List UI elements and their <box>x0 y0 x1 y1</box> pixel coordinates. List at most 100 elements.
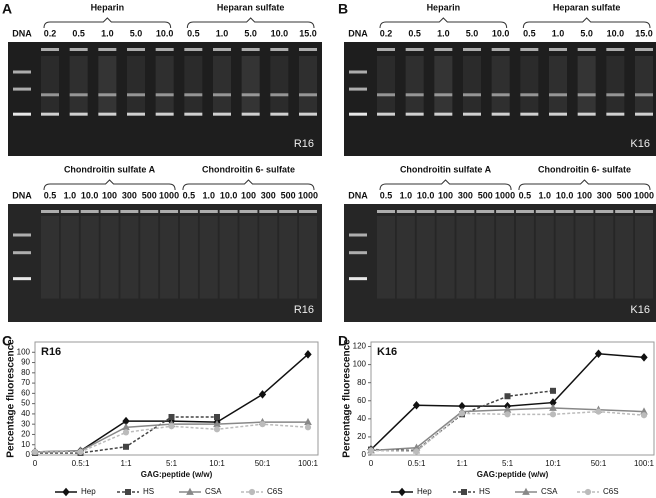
lane-label: 10.0 <box>607 28 625 38</box>
group-label: Heparan sulfate <box>217 2 285 12</box>
gel-tag: K16 <box>630 304 650 316</box>
gel-well <box>615 210 634 213</box>
brace <box>518 179 651 191</box>
gel-smear <box>41 56 59 113</box>
ladder-label: DNA <box>348 190 368 200</box>
y-tick-label: 80 <box>357 378 366 387</box>
lane-label: 1.0 <box>437 28 450 38</box>
gel-well <box>606 48 625 51</box>
gel-well <box>377 48 395 51</box>
gel-smear <box>377 216 395 299</box>
gel-band <box>13 70 31 74</box>
lane-label: 0.5 <box>519 190 532 200</box>
data-point <box>123 443 129 450</box>
data-point <box>31 448 39 456</box>
gel-well <box>270 48 289 51</box>
gel-band <box>635 93 653 97</box>
panel-label: C <box>2 333 12 349</box>
lane-label: 0.5 <box>380 190 393 200</box>
lane-label: 0.5 <box>72 28 85 38</box>
gel-well <box>491 48 510 51</box>
gel-well <box>98 48 117 51</box>
gel-smear <box>160 216 179 299</box>
gel-band <box>184 93 203 97</box>
gel-well <box>405 48 424 51</box>
data-point <box>640 353 648 362</box>
gel-well <box>299 210 317 213</box>
data-point <box>550 387 556 394</box>
gel-smear <box>140 216 159 299</box>
gel-smear <box>120 216 139 299</box>
gel-smear <box>496 216 515 299</box>
panel-label: B <box>338 1 348 17</box>
gel-smear <box>491 56 510 113</box>
gel-band <box>520 93 539 97</box>
gel-band <box>434 93 453 97</box>
gel-smear <box>436 216 455 299</box>
lane-label: 1.0 <box>539 190 552 200</box>
lane-label: 5.0 <box>466 28 479 38</box>
legend-label: Hep <box>81 487 96 496</box>
gel-smear <box>595 216 614 299</box>
gel-well <box>456 210 475 213</box>
data-point <box>168 423 175 430</box>
lane-label: 5.0 <box>580 28 593 38</box>
gel-band <box>377 93 395 97</box>
group-label: Chondroitin 6- sulfate <box>202 164 295 174</box>
brace <box>182 179 315 191</box>
gel-band <box>405 93 424 97</box>
lane-label: 500 <box>281 190 296 200</box>
gel-band <box>127 112 145 116</box>
gel-well <box>41 48 59 51</box>
gel-well <box>535 210 554 213</box>
gel-well <box>416 210 435 213</box>
gel-band <box>127 93 145 97</box>
gel-smear <box>239 216 258 299</box>
plot-frame <box>370 341 655 456</box>
gel-well <box>69 48 88 51</box>
y-axis-label: Percentage fluorescence <box>6 339 17 458</box>
lane-label: 100 <box>577 190 592 200</box>
legend-label: CSA <box>541 487 558 496</box>
legend-label: C6S <box>267 487 283 496</box>
group-label: Chondroitin sulfate A <box>64 164 156 174</box>
gel-smear <box>606 56 625 113</box>
gel-smear <box>41 216 59 299</box>
x-tick-label: 5:1 <box>166 459 178 468</box>
gel-well <box>120 210 139 213</box>
gel-well <box>213 48 231 51</box>
legend-label: HS <box>479 487 490 496</box>
gel-band <box>520 112 539 116</box>
group-label: Heparin <box>91 2 125 12</box>
data-point <box>595 408 602 415</box>
gel-band <box>463 93 481 97</box>
lane-label: 500 <box>617 190 632 200</box>
gel-band <box>41 93 59 97</box>
lane-label: 500 <box>478 190 493 200</box>
gel-well <box>515 210 534 213</box>
brace <box>379 17 508 29</box>
ladder-label: DNA <box>12 28 32 38</box>
lane-label: 15.0 <box>635 28 653 38</box>
group-label: Chondroitin sulfate A <box>400 164 492 174</box>
gel-smear <box>416 216 435 299</box>
gel-band <box>69 93 88 97</box>
gel-smear <box>241 56 260 113</box>
gel-tag: R16 <box>294 138 314 150</box>
group-label: Heparan sulfate <box>553 2 621 12</box>
legend-marker <box>186 487 194 495</box>
lane-label: 0.5 <box>408 28 421 38</box>
gel-well <box>496 210 515 213</box>
gel-band <box>213 112 231 116</box>
gel-smear <box>635 56 653 113</box>
lane-label: 100 <box>102 190 117 200</box>
gel-band <box>577 112 596 116</box>
gel-well <box>520 48 539 51</box>
data-point <box>304 424 312 431</box>
legend-label: C6S <box>603 487 619 496</box>
data-point <box>258 390 267 399</box>
gel-smear <box>127 56 145 113</box>
x-tick-label: 1:1 <box>120 459 132 468</box>
data-point <box>304 350 312 359</box>
